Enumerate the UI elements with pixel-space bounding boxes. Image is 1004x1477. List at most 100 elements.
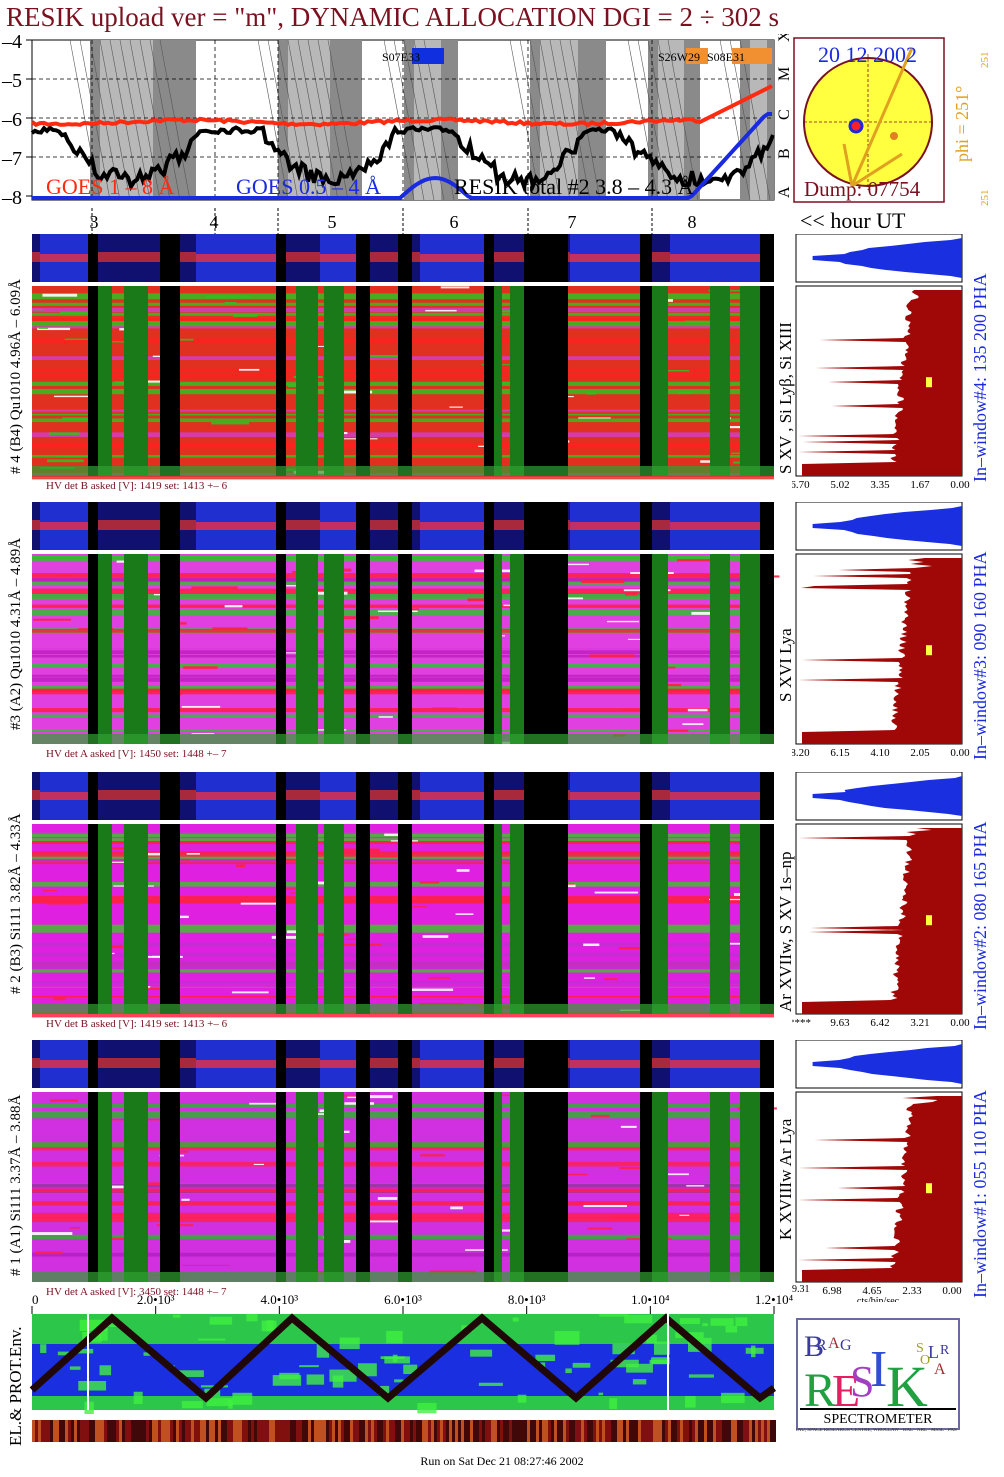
goes-class-letter: B [776, 148, 790, 159]
env-green-bands [32, 1314, 774, 1414]
svg-text:O: O [920, 1353, 930, 1368]
logo-small-text: IAU, SPACE RESEARCH CENTRE, WROCLAW · RA… [796, 1428, 957, 1433]
svg-text:E: E [832, 1365, 860, 1416]
goes-y-axis: –4 –5 –6 –7 –8 [1, 34, 32, 209]
goes-y-tick: –8 [1, 187, 22, 209]
seconds-tick: 8.0•10³ [508, 1292, 546, 1307]
pha-tick: 0.00 [950, 479, 970, 491]
hv-readout: HV det B asked [V]: 1419 set: 1413 +– 6 [46, 1018, 228, 1030]
seconds-tick: 1.0•10⁴ [631, 1292, 670, 1307]
goes-y-tick: –6 [1, 109, 22, 131]
seconds-tick: 0 [32, 1292, 39, 1307]
pha-tick: 2.33 [902, 1285, 922, 1297]
dump-number: Dump: 07754 [804, 177, 921, 201]
pha-blue-hist [796, 234, 962, 282]
goes-class-letter: X [776, 34, 790, 42]
hour-tick: 8 [688, 212, 697, 232]
phi-small-top: 251 [979, 52, 991, 69]
pha-tick: 5.02 [830, 479, 849, 491]
phi-small-bottom: 251 [979, 190, 991, 207]
hour-tick: 7 [568, 212, 577, 232]
pha-histogram: 6.98 4.65 2.33 0.00 9.31 cts/bin/sec [792, 1040, 963, 1302]
run-timestamp: Run on Sat Dec 21 08:27:46 2002 [420, 1454, 584, 1468]
goes-class-letter: C [776, 109, 790, 120]
hour-tick: 5 [328, 212, 337, 232]
svg-text:S: S [916, 1341, 924, 1356]
env-intensity-strip [32, 1420, 776, 1442]
detector-spectrum-image [32, 772, 779, 1018]
pha-blue-hist [796, 502, 962, 550]
pha-histogram: 6.70 5.02 3.35 1.67 0.00 [792, 234, 970, 491]
bragg-resik-logo: B R A G R E S I K S O L A R SPECTROMETER [796, 1318, 960, 1430]
pha-tick: 6.42 [870, 1017, 889, 1029]
pha-tick: 3.21 [910, 1017, 929, 1029]
hour-axis: 3 4 5 6 7 8 [90, 208, 697, 234]
goes-class-letter: A [776, 186, 790, 198]
goes-y-tick: –5 [1, 70, 22, 92]
pha-tick: 0.00 [942, 1285, 962, 1297]
pha-window-marker [926, 645, 932, 656]
goes-lightcurve-panel: –4 –5 –6 –7 –8 S07E33 S26W29 S08E31 GOES 1 –… [1, 34, 790, 209]
pha-tick: 6.15 [830, 747, 850, 759]
pha-histogram: 8.20 6.15 4.10 2.05 0.00 [792, 502, 970, 759]
logo-caption: SPECTROMETER [824, 1412, 934, 1427]
pha-tick: 0.00 [950, 1017, 970, 1029]
pha-window-marker [926, 915, 932, 926]
pha-window-marker [926, 377, 932, 388]
in-window-label: In–window#2: 080 165 PHA [970, 821, 990, 1030]
seconds-tick: 4.0•10³ [260, 1292, 298, 1307]
pha-tick: 3.35 [870, 479, 890, 491]
pha-histogram: **** 9.63 6.42 3.21 0.00 [792, 772, 970, 1029]
svg-text:R: R [940, 1343, 950, 1358]
pha-tick: 6.98 [822, 1285, 842, 1297]
goes-class-letters: A B C M X [776, 34, 790, 198]
pha-tick: 2.05 [910, 747, 930, 759]
in-window-label: In–window#3: 090 160 PHA [970, 551, 990, 760]
detector-panel-2: HV det B asked [V]: 1419 set: 1413 +– 6 #… [0, 772, 1004, 1034]
svg-text:R: R [816, 1337, 827, 1354]
ar-label-3: S08E31 [707, 50, 745, 64]
hv-readout: HV det A asked [V]: 3450 set: 1448 +– 7 [46, 1286, 227, 1298]
goes-1-8-curve [30, 84, 773, 128]
goes-05-4-curve [32, 112, 772, 200]
detector-panel-1: HV det A asked [V]: 3450 set: 1448 +– 7 #… [0, 1040, 1004, 1302]
pha-window-marker [926, 1183, 932, 1194]
active-region-marker-2 [890, 132, 898, 140]
pha-tick: 4.10 [870, 747, 890, 759]
pha-blue-hist [796, 772, 962, 820]
detector-label: # 2 (B3) Si111 3.82Å – 4.33Å [8, 813, 24, 994]
svg-text:A: A [828, 1335, 840, 1352]
sun-date: 20 12 2002 [818, 42, 917, 67]
env-label: EL.& PROT.Env. [6, 1326, 25, 1446]
detector-panel-4: HV det B asked [V]: 1419 set: 1413 +– 6 #… [0, 234, 1004, 496]
legend-goes-05-4: GOES 0.5 – 4 Å [236, 174, 381, 199]
pha-blue-hist [796, 1040, 962, 1088]
hour-tick: 4 [210, 212, 219, 232]
legend-goes-1-8: GOES 1 – 8 Å [46, 174, 174, 199]
pha-tick: 6.70 [792, 479, 810, 491]
detector-label: #3 (A2) Qu1010 4.31Å – 4.89Å [8, 537, 24, 730]
detector-spectrum-image [32, 1040, 777, 1282]
detector-label: # 1 (A1) Si111 3.37Å – 3.88Å [8, 1094, 24, 1276]
pha-tick: 0.00 [950, 747, 970, 759]
orbit-track [850, 47, 914, 187]
hv-readout: HV det B asked [V]: 1419 set: 1413 +– 6 [46, 480, 228, 492]
detector-panel-3: HV det A asked [V]: 1450 set: 1448 +– 7 #… [0, 502, 1004, 764]
ar-marker-3 [732, 48, 772, 64]
in-window-label: In–window#4: 135 200 PHA [970, 273, 990, 482]
ar-label-2: S26W29 [658, 50, 700, 64]
ar-label-1: S07E33 [382, 50, 420, 64]
logo-letter-b: B [804, 1330, 824, 1363]
phi-label: phi = 251° [952, 86, 972, 162]
particle-environment-panel [29, 1313, 777, 1442]
pha-red-hist [798, 290, 962, 476]
seconds-axis: 0 2.0•10³ 4.0•10³ 6.0•10³ 8.0•10³ 1.0•10⁴ 1.2•… [31, 1292, 794, 1314]
pha-tick: **** [792, 1017, 811, 1029]
goes-class-letter: M [776, 67, 790, 81]
detector-spectrum-image [32, 502, 784, 744]
detector-spectrum-image [32, 234, 774, 480]
ar-marker-2 [686, 48, 708, 64]
svg-text:L: L [928, 1342, 939, 1362]
resik-total-curve [30, 124, 775, 193]
pha-tick: 9.63 [830, 1017, 850, 1029]
